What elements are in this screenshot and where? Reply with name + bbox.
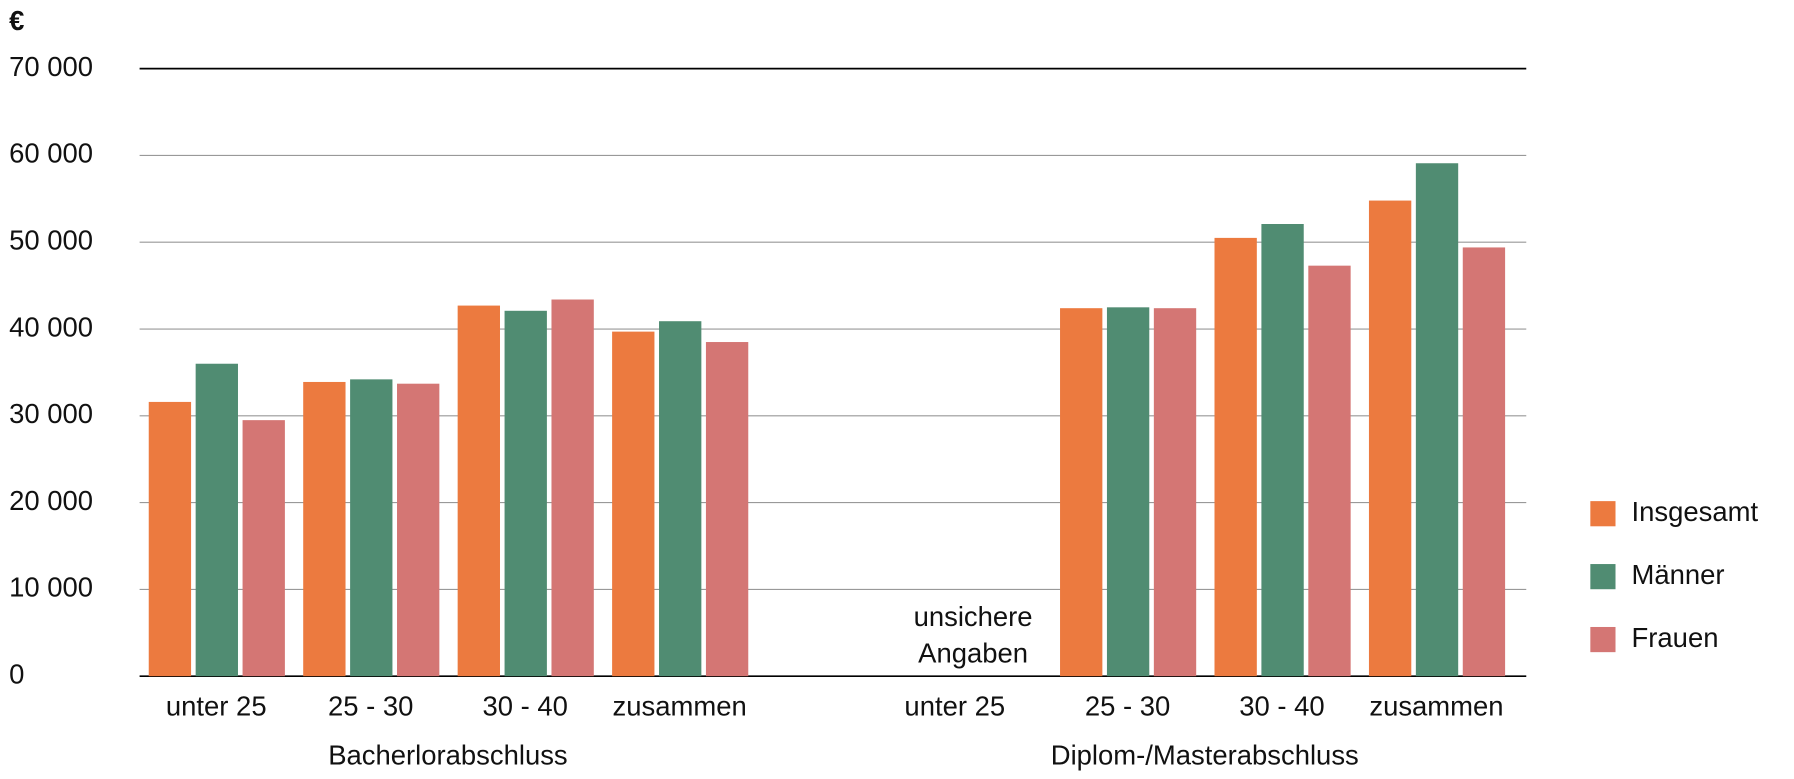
annotation: unsichere Angaben (914, 601, 1033, 669)
bar (350, 379, 393, 677)
x-tick-label: 30 - 40 (482, 690, 567, 721)
y-tick-label: 10 000 (9, 572, 93, 603)
bar (659, 321, 702, 677)
group-label: Diplom-/Masterabschluss (1051, 740, 1359, 771)
bar (303, 381, 346, 677)
legend-swatch (1590, 564, 1616, 590)
x-tick-label: 25 - 30 (328, 690, 413, 721)
group-label: Bacherlorabschluss (328, 740, 567, 771)
legend-swatch (1590, 501, 1616, 527)
bar (1106, 307, 1150, 677)
y-tick-label: 60 000 (9, 138, 93, 169)
bar (1214, 237, 1257, 677)
x-tick-label: unter 25 (904, 690, 1005, 721)
legend-label: Insgesamt (1632, 496, 1759, 527)
bar (1060, 308, 1103, 677)
legend-swatch (1590, 626, 1616, 653)
bar (148, 401, 192, 677)
bar (1462, 247, 1506, 677)
y-axis-label: € (9, 5, 24, 36)
x-tick-label: unter 25 (166, 690, 267, 721)
bar (551, 299, 594, 677)
bar (195, 363, 238, 677)
y-tick-label: 50 000 (9, 224, 93, 255)
y-tick-label: 40 000 (9, 311, 93, 342)
x-tick-label: zusammen (1369, 690, 1503, 721)
bar (457, 305, 500, 677)
bar (1415, 163, 1459, 677)
x-tick-label: 25 - 30 (1085, 690, 1170, 721)
bar (397, 383, 440, 677)
y-tick-label: 30 000 (9, 398, 93, 429)
legend-label: Frauen (1632, 622, 1719, 653)
bar (1368, 200, 1412, 677)
x-tick-label: zusammen (613, 690, 747, 721)
bar (1153, 308, 1197, 677)
bar (504, 310, 547, 677)
y-tick-label: 70 000 (9, 51, 93, 82)
bar (242, 420, 285, 677)
bar (705, 342, 749, 677)
legend-label: Männer (1632, 559, 1725, 590)
bar (1261, 224, 1304, 677)
bar (1308, 265, 1351, 677)
bar (612, 331, 655, 677)
y-tick-label: 0 (9, 658, 24, 689)
y-tick-label: 20 000 (9, 485, 93, 516)
x-tick-label: 30 - 40 (1239, 690, 1324, 721)
